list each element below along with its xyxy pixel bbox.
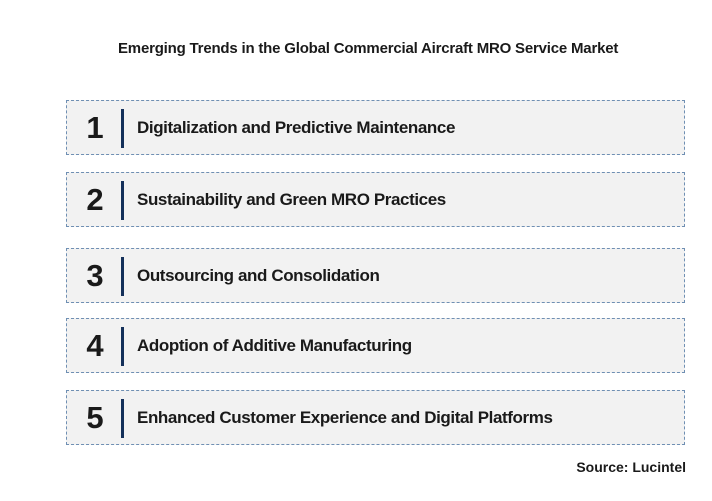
trend-number: 1 (86, 109, 104, 145)
source-credit: Source: Lucintel (576, 459, 686, 475)
trend-label: Enhanced Customer Experience and Digital… (137, 407, 553, 427)
trend-divider-bar (121, 327, 124, 366)
trend-item-5: 5 Enhanced Customer Experience and Digit… (66, 390, 685, 445)
trend-item-2: 2 Sustainability and Green MRO Practices (66, 172, 685, 227)
trend-item-4: 4 Adoption of Additive Manufacturing (66, 318, 685, 373)
trend-item-1: 1 Digitalization and Predictive Maintena… (66, 100, 685, 155)
trend-label: Outsourcing and Consolidation (137, 265, 380, 285)
trend-label: Sustainability and Green MRO Practices (137, 189, 446, 209)
trend-number: 2 (86, 181, 104, 217)
trend-label: Adoption of Additive Manufacturing (137, 335, 412, 355)
trend-item-3: 3 Outsourcing and Consolidation (66, 248, 685, 303)
trend-divider-bar (121, 109, 124, 148)
trend-divider-bar (121, 181, 124, 220)
diagram-title: Emerging Trends in the Global Commercial… (118, 40, 619, 57)
trend-label: Digitalization and Predictive Maintenanc… (137, 117, 456, 137)
trend-number: 5 (86, 399, 104, 435)
trend-divider-bar (121, 257, 124, 296)
trend-number: 4 (86, 327, 104, 363)
trend-divider-bar (121, 399, 124, 438)
trend-number: 3 (86, 257, 104, 293)
